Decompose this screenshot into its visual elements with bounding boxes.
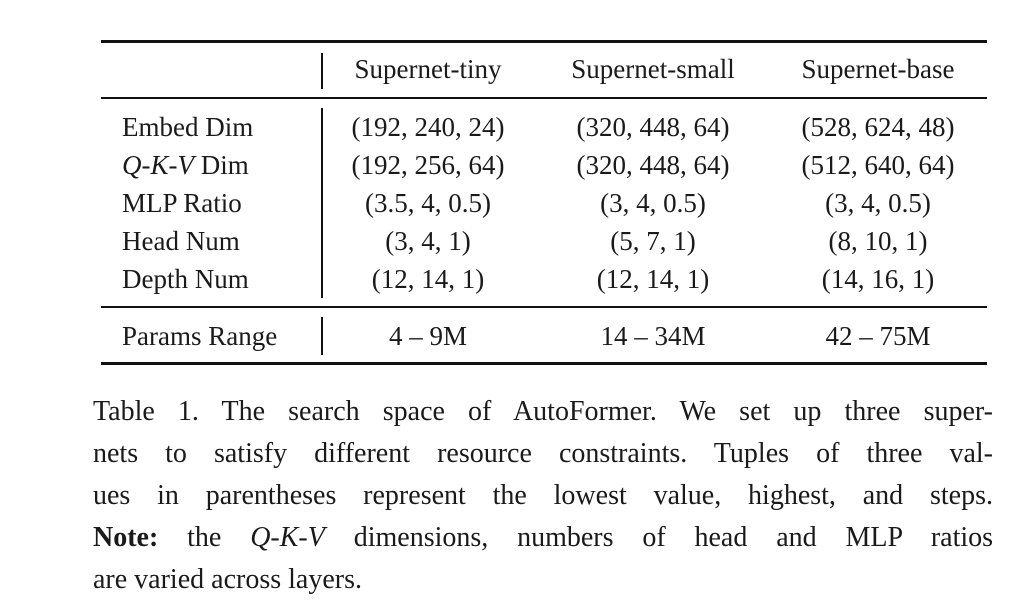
row-label-head-num: Head Num [122, 226, 240, 256]
table-bottom-rule [101, 362, 987, 365]
row-label-embed-dim: Embed Dim [122, 112, 254, 142]
table-cell: (3, 4, 0.5) [825, 188, 931, 218]
header-supernet-tiny: Supernet-tiny [354, 54, 502, 84]
table-cell: (320, 448, 64) [576, 112, 730, 142]
table-vertical-divider-params [321, 317, 323, 355]
row-label-params-range: Params Range [122, 321, 278, 351]
row-label-mlp-ratio: MLP Ratio [122, 188, 242, 218]
caption-line: Note: the Q-K-V dimensions, numbers of h… [93, 517, 993, 559]
header-supernet-base: Supernet-base [801, 54, 955, 84]
table-caption: Table 1. The search space of AutoFormer.… [93, 391, 993, 601]
caption-text: the [187, 522, 222, 553]
caption-note-label: Note: [93, 522, 159, 553]
table-cell: (14, 16, 1) [821, 264, 935, 294]
table-mid-rule [101, 306, 987, 308]
caption-line: are varied across layers. [93, 564, 362, 595]
caption-line: Table 1. The search space of AutoFormer.… [93, 396, 993, 427]
table-cell: (528, 624, 48) [801, 112, 955, 142]
caption-qkv-symbol: Q-K-V [250, 522, 325, 553]
table-top-rule [101, 40, 987, 43]
caption-line: nets to satisfy different resource const… [93, 438, 993, 469]
table-cell: (12, 14, 1) [371, 264, 485, 294]
row-label-depth-num: Depth Num [122, 264, 249, 294]
table-cell: (512, 640, 64) [801, 150, 955, 180]
table-cell: (3.5, 4, 0.5) [365, 188, 491, 218]
row-label-qkv-dim: Q-K-V Dim [122, 148, 249, 182]
table-cell: (8, 10, 1) [828, 226, 928, 256]
caption-line: ues in parentheses represent the lowest … [93, 480, 993, 511]
qkv-symbol: Q-K-V [122, 150, 194, 180]
caption-text: dimensions, numbers of head and MLP rati… [353, 522, 994, 553]
table-cell: (3, 4, 0.5) [600, 188, 706, 218]
table-cell: 14 – 34M [600, 321, 706, 351]
table-cell: (3, 4, 1) [385, 226, 471, 256]
table-cell: (320, 448, 64) [576, 150, 730, 180]
table-cell: (192, 256, 64) [351, 150, 505, 180]
table-header-rule [101, 97, 987, 99]
table-cell: 42 – 75M [825, 321, 931, 351]
table-cell: (5, 7, 1) [610, 226, 696, 256]
table-cell: (192, 240, 24) [351, 112, 505, 142]
table-vertical-divider-body [321, 108, 323, 298]
table-cell: 4 – 9M [388, 321, 467, 351]
table-cell: (12, 14, 1) [596, 264, 710, 294]
qkv-dim-text: Dim [200, 150, 249, 180]
table-vertical-divider-header [321, 53, 323, 89]
header-supernet-small: Supernet-small [571, 54, 735, 84]
